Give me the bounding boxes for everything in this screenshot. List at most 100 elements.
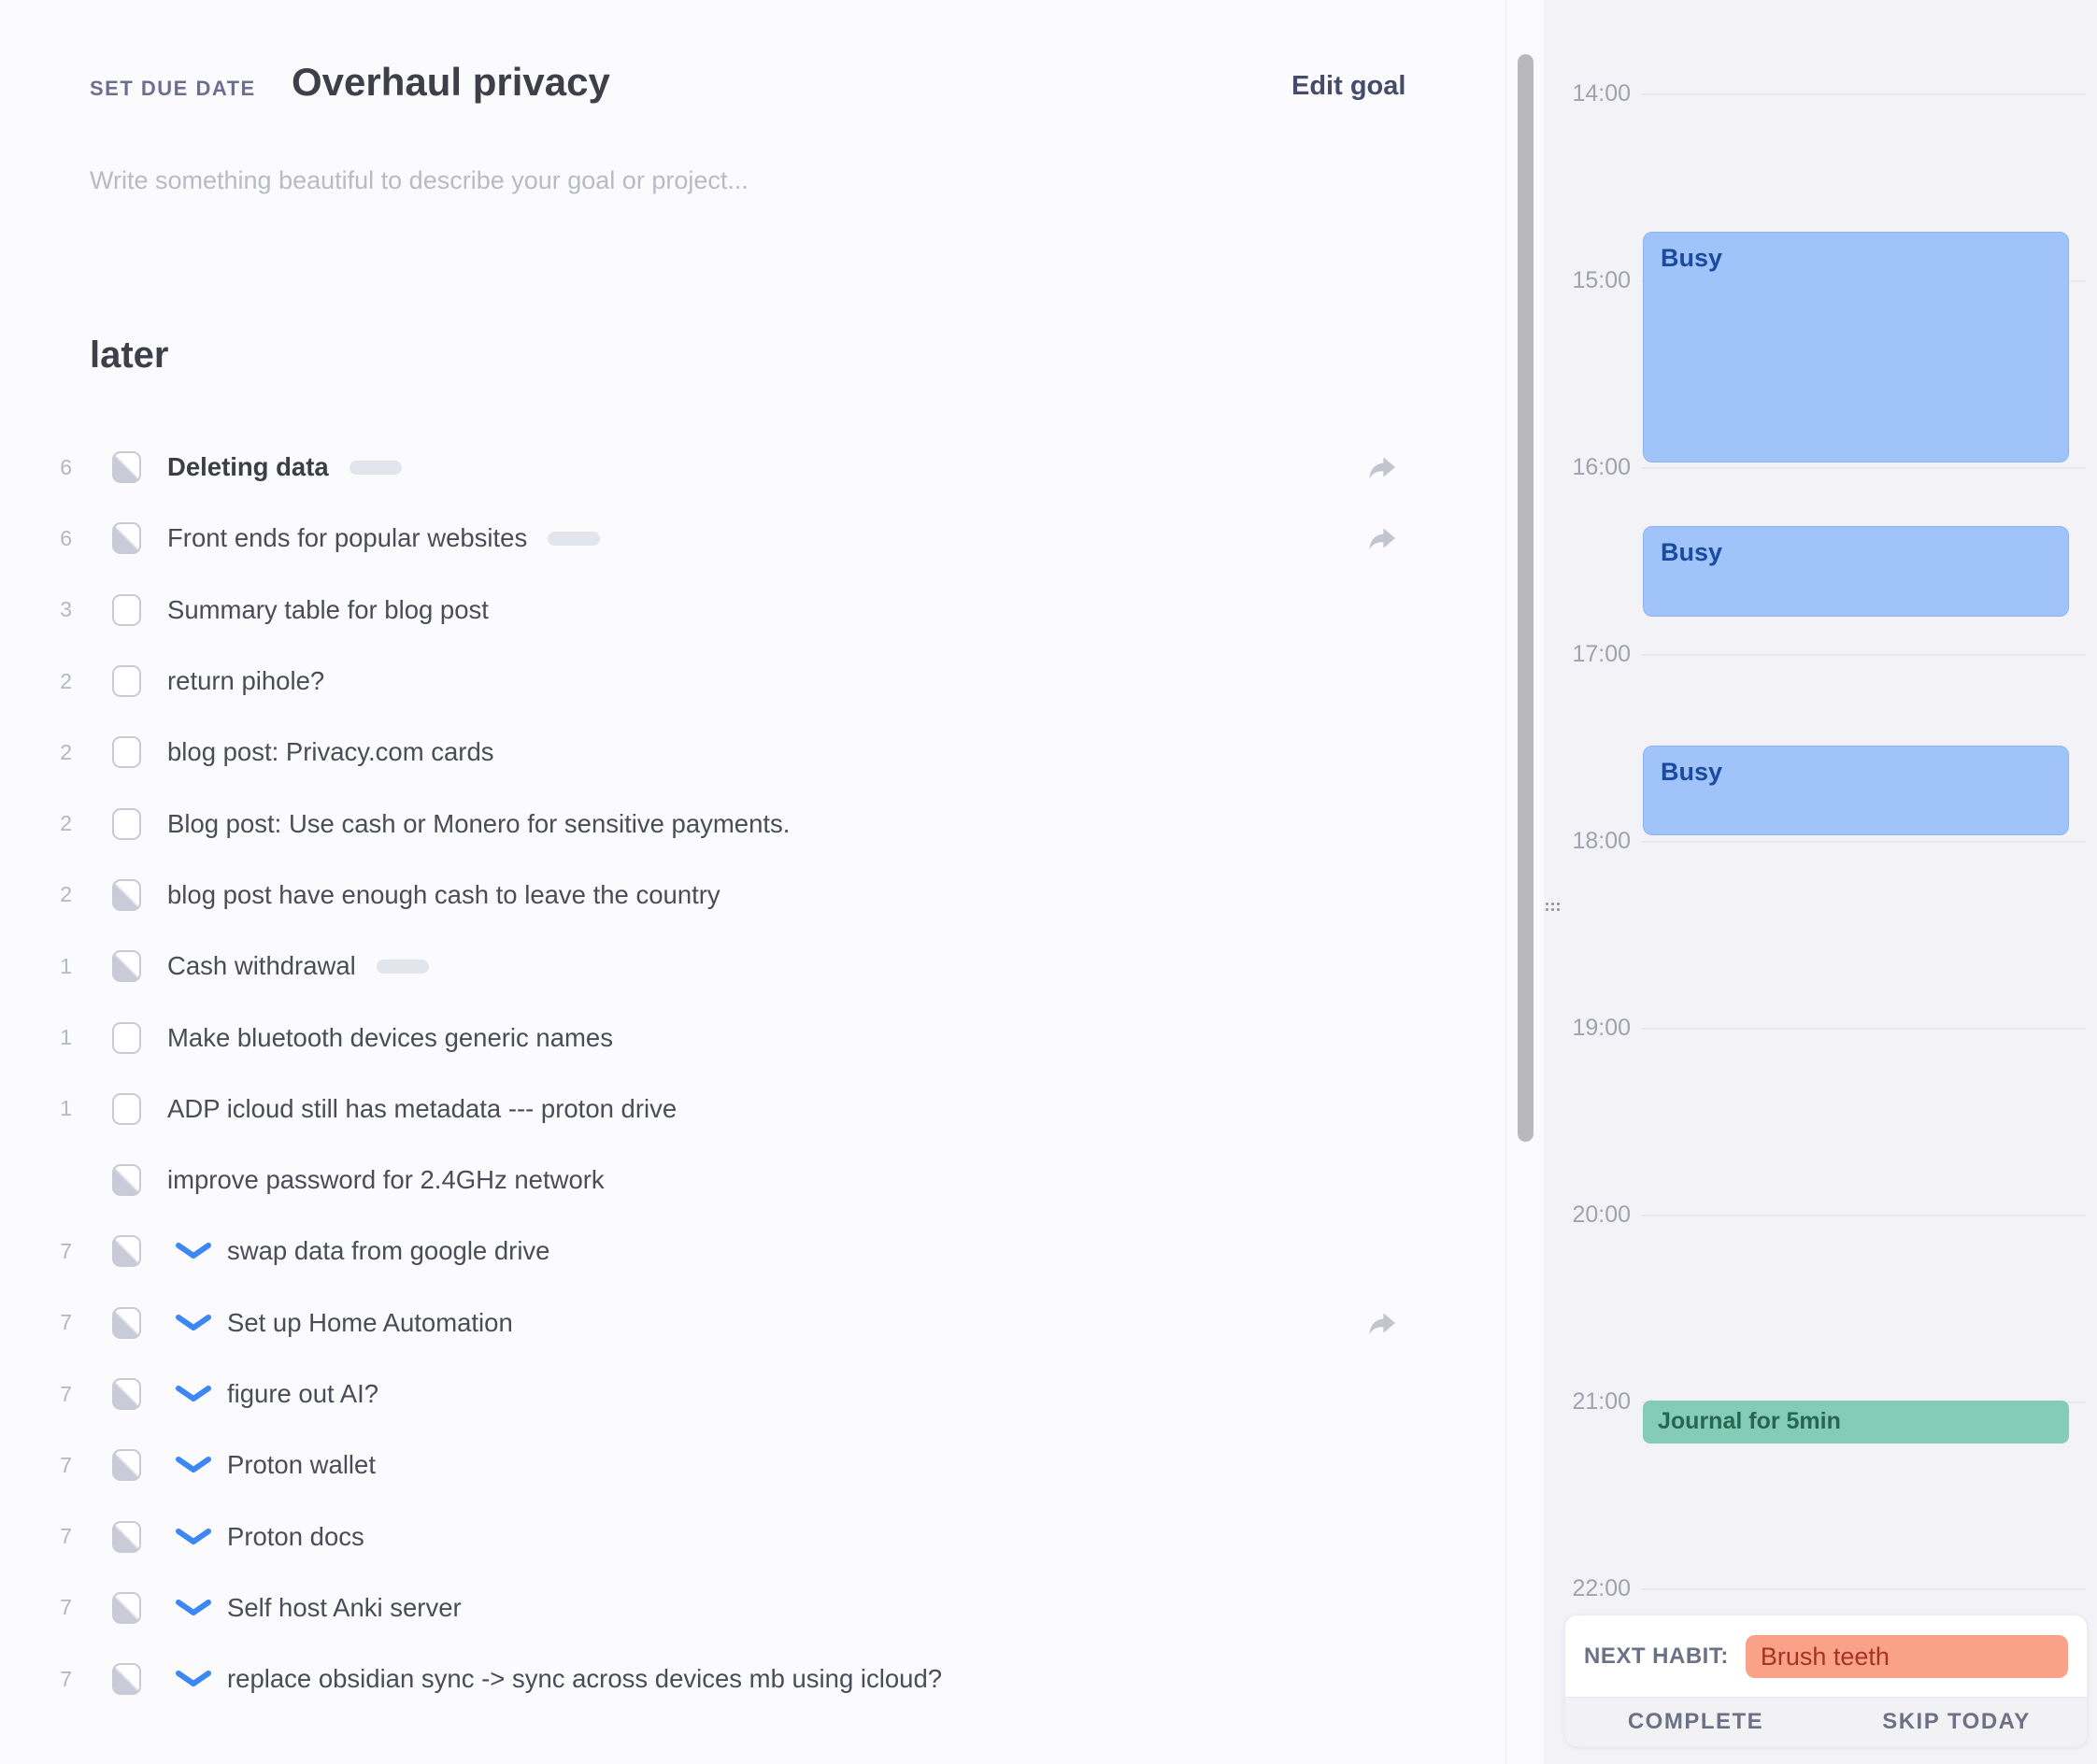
chevron-down-icon[interactable] bbox=[176, 1385, 211, 1403]
hour-gridline bbox=[1642, 467, 2086, 469]
edit-goal-button[interactable]: Edit goal bbox=[1291, 71, 1406, 101]
task-row: 1 Make bluetooth devices generic names bbox=[0, 1002, 1544, 1073]
task-count: 7 bbox=[60, 1452, 72, 1477]
hour-gridline bbox=[1642, 841, 2086, 843]
task-label[interactable]: Cash withdrawal bbox=[167, 951, 356, 981]
task-label[interactable]: blog post: Privacy.com cards bbox=[167, 737, 494, 767]
task-checkbox[interactable] bbox=[112, 665, 141, 698]
task-label[interactable]: ADP icloud still has metadata --- proton… bbox=[167, 1093, 678, 1123]
next-habit-card: NEXT HABIT: Brush teeth COMPLETE SKIP TO… bbox=[1564, 1615, 2088, 1747]
task-count: 3 bbox=[60, 597, 72, 622]
next-habit-row: NEXT HABIT: Brush teeth bbox=[1565, 1615, 2087, 1697]
task-label[interactable]: return pihole? bbox=[167, 666, 325, 696]
hour-label: 16:00 bbox=[1572, 454, 1631, 480]
chevron-down-icon[interactable] bbox=[176, 1599, 211, 1617]
task-checkbox[interactable] bbox=[112, 593, 141, 626]
hour-gridline bbox=[1642, 1215, 2086, 1216]
task-checkbox[interactable] bbox=[112, 451, 141, 484]
hour-label: 22:00 bbox=[1572, 1575, 1631, 1601]
busy-event[interactable]: Busy bbox=[1643, 746, 2069, 835]
task-checkbox[interactable] bbox=[112, 1164, 141, 1197]
task-checkbox[interactable] bbox=[112, 1591, 141, 1624]
task-label[interactable]: Self host Anki server bbox=[227, 1592, 462, 1622]
task-label[interactable]: improve password for 2.4GHz network bbox=[167, 1165, 605, 1195]
task-label[interactable]: Front ends for popular websites bbox=[167, 523, 528, 553]
panel-resize-handle[interactable] bbox=[1546, 903, 1561, 912]
task-label[interactable]: swap data from google drive bbox=[227, 1236, 550, 1266]
task-row: 7 figure out AI? bbox=[0, 1359, 1544, 1430]
chevron-down-icon[interactable] bbox=[176, 1242, 211, 1260]
task-label[interactable]: Make bluetooth devices generic names bbox=[167, 1022, 613, 1052]
complete-habit-button[interactable]: COMPLETE bbox=[1565, 1698, 1826, 1746]
task-count: 7 bbox=[60, 1238, 72, 1263]
task-label[interactable]: figure out AI? bbox=[227, 1379, 379, 1408]
task-label[interactable]: replace obsidian sync -> sync across dev… bbox=[227, 1664, 943, 1694]
scrollbar-thumb[interactable] bbox=[1518, 54, 1534, 1142]
task-checkbox[interactable] bbox=[112, 1092, 141, 1125]
goal-description-input[interactable]: Write something beautiful to describe yo… bbox=[90, 166, 749, 194]
hour-label: 17:00 bbox=[1572, 641, 1631, 667]
set-due-date-button[interactable]: SET DUE DATE bbox=[90, 77, 256, 100]
habit-actions: COMPLETE SKIP TODAY bbox=[1565, 1697, 2087, 1746]
task-checkbox[interactable] bbox=[112, 1306, 141, 1339]
task-checkbox[interactable] bbox=[112, 1449, 141, 1482]
task-checkbox[interactable] bbox=[112, 878, 141, 911]
task-checkbox[interactable] bbox=[112, 1520, 141, 1553]
task-row: 7 Self host Anki server bbox=[0, 1572, 1544, 1643]
task-row: 7 replace obsidian sync -> sync across de… bbox=[0, 1643, 1544, 1714]
event-label: Busy bbox=[1661, 538, 1723, 566]
forward-arrow-icon[interactable] bbox=[1366, 524, 1398, 553]
task-checkbox[interactable] bbox=[112, 1235, 141, 1268]
task-row: 2 blog post: Privacy.com cards bbox=[0, 717, 1544, 788]
task-count: 7 bbox=[60, 1595, 72, 1620]
section-title-later: later bbox=[90, 334, 169, 376]
task-label[interactable]: Summary table for blog post bbox=[167, 594, 489, 624]
task-checkbox[interactable] bbox=[112, 807, 141, 840]
task-row: improve password for 2.4GHz network bbox=[0, 1145, 1544, 1216]
task-row: 7 Proton docs bbox=[0, 1501, 1544, 1572]
chevron-down-icon[interactable] bbox=[176, 1314, 211, 1332]
task-label[interactable]: Proton docs bbox=[227, 1521, 364, 1551]
task-checkbox[interactable] bbox=[112, 736, 141, 769]
task-count: 7 bbox=[60, 1666, 72, 1691]
task-progress-pill bbox=[548, 531, 601, 546]
task-checkbox[interactable] bbox=[112, 1021, 141, 1054]
page-title: Overhaul privacy bbox=[292, 60, 610, 104]
task-row: 6 Deleting data bbox=[0, 432, 1544, 503]
event-label: Busy bbox=[1661, 758, 1723, 786]
task-label[interactable]: Proton wallet bbox=[227, 1450, 376, 1480]
task-count: 1 bbox=[60, 953, 72, 978]
habit-event[interactable]: Journal for 5min bbox=[1643, 1401, 2069, 1444]
next-habit-pill[interactable]: Brush teeth bbox=[1745, 1634, 2068, 1678]
task-row: 7 Proton wallet bbox=[0, 1430, 1544, 1501]
task-checkbox[interactable] bbox=[112, 1378, 141, 1410]
goal-panel: SET DUE DATE Overhaul privacy Edit goal … bbox=[0, 60, 1544, 1714]
hour-label: 15:00 bbox=[1572, 267, 1631, 293]
hour-label: 19:00 bbox=[1572, 1015, 1631, 1041]
forward-arrow-icon[interactable] bbox=[1366, 453, 1398, 482]
task-label[interactable]: Deleting data bbox=[167, 452, 329, 482]
chevron-down-icon[interactable] bbox=[176, 1456, 211, 1474]
task-count: 2 bbox=[60, 739, 72, 764]
left-panel-scrollbar[interactable] bbox=[1505, 0, 1544, 1764]
chevron-down-icon[interactable] bbox=[176, 1670, 211, 1688]
calendar-panel: 14:00 15:00 16:00 17:00 18:00 19:00 20:00 21:00… bbox=[1544, 0, 2097, 1764]
chevron-down-icon[interactable] bbox=[176, 1528, 211, 1546]
task-label[interactable]: blog post have enough cash to leave the … bbox=[167, 879, 720, 909]
task-count: 1 bbox=[60, 1096, 72, 1121]
task-label[interactable]: Blog post: Use cash or Monero for sensit… bbox=[167, 808, 791, 838]
hour-gridline bbox=[1642, 1028, 2086, 1030]
task-checkbox[interactable] bbox=[112, 950, 141, 983]
task-progress-pill bbox=[376, 959, 429, 974]
task-count: 6 bbox=[60, 525, 72, 550]
task-checkbox[interactable] bbox=[112, 1663, 141, 1696]
forward-arrow-icon[interactable] bbox=[1366, 1308, 1398, 1337]
busy-event[interactable]: Busy bbox=[1643, 526, 2069, 617]
task-count: 2 bbox=[60, 668, 72, 693]
task-row: 7 Set up Home Automation bbox=[0, 1287, 1544, 1359]
task-checkbox[interactable] bbox=[112, 522, 141, 555]
task-label[interactable]: Set up Home Automation bbox=[227, 1307, 513, 1337]
hour-gridline bbox=[1642, 1588, 2086, 1590]
busy-event[interactable]: Busy bbox=[1643, 232, 2069, 462]
skip-today-button[interactable]: SKIP TODAY bbox=[1826, 1698, 2087, 1746]
